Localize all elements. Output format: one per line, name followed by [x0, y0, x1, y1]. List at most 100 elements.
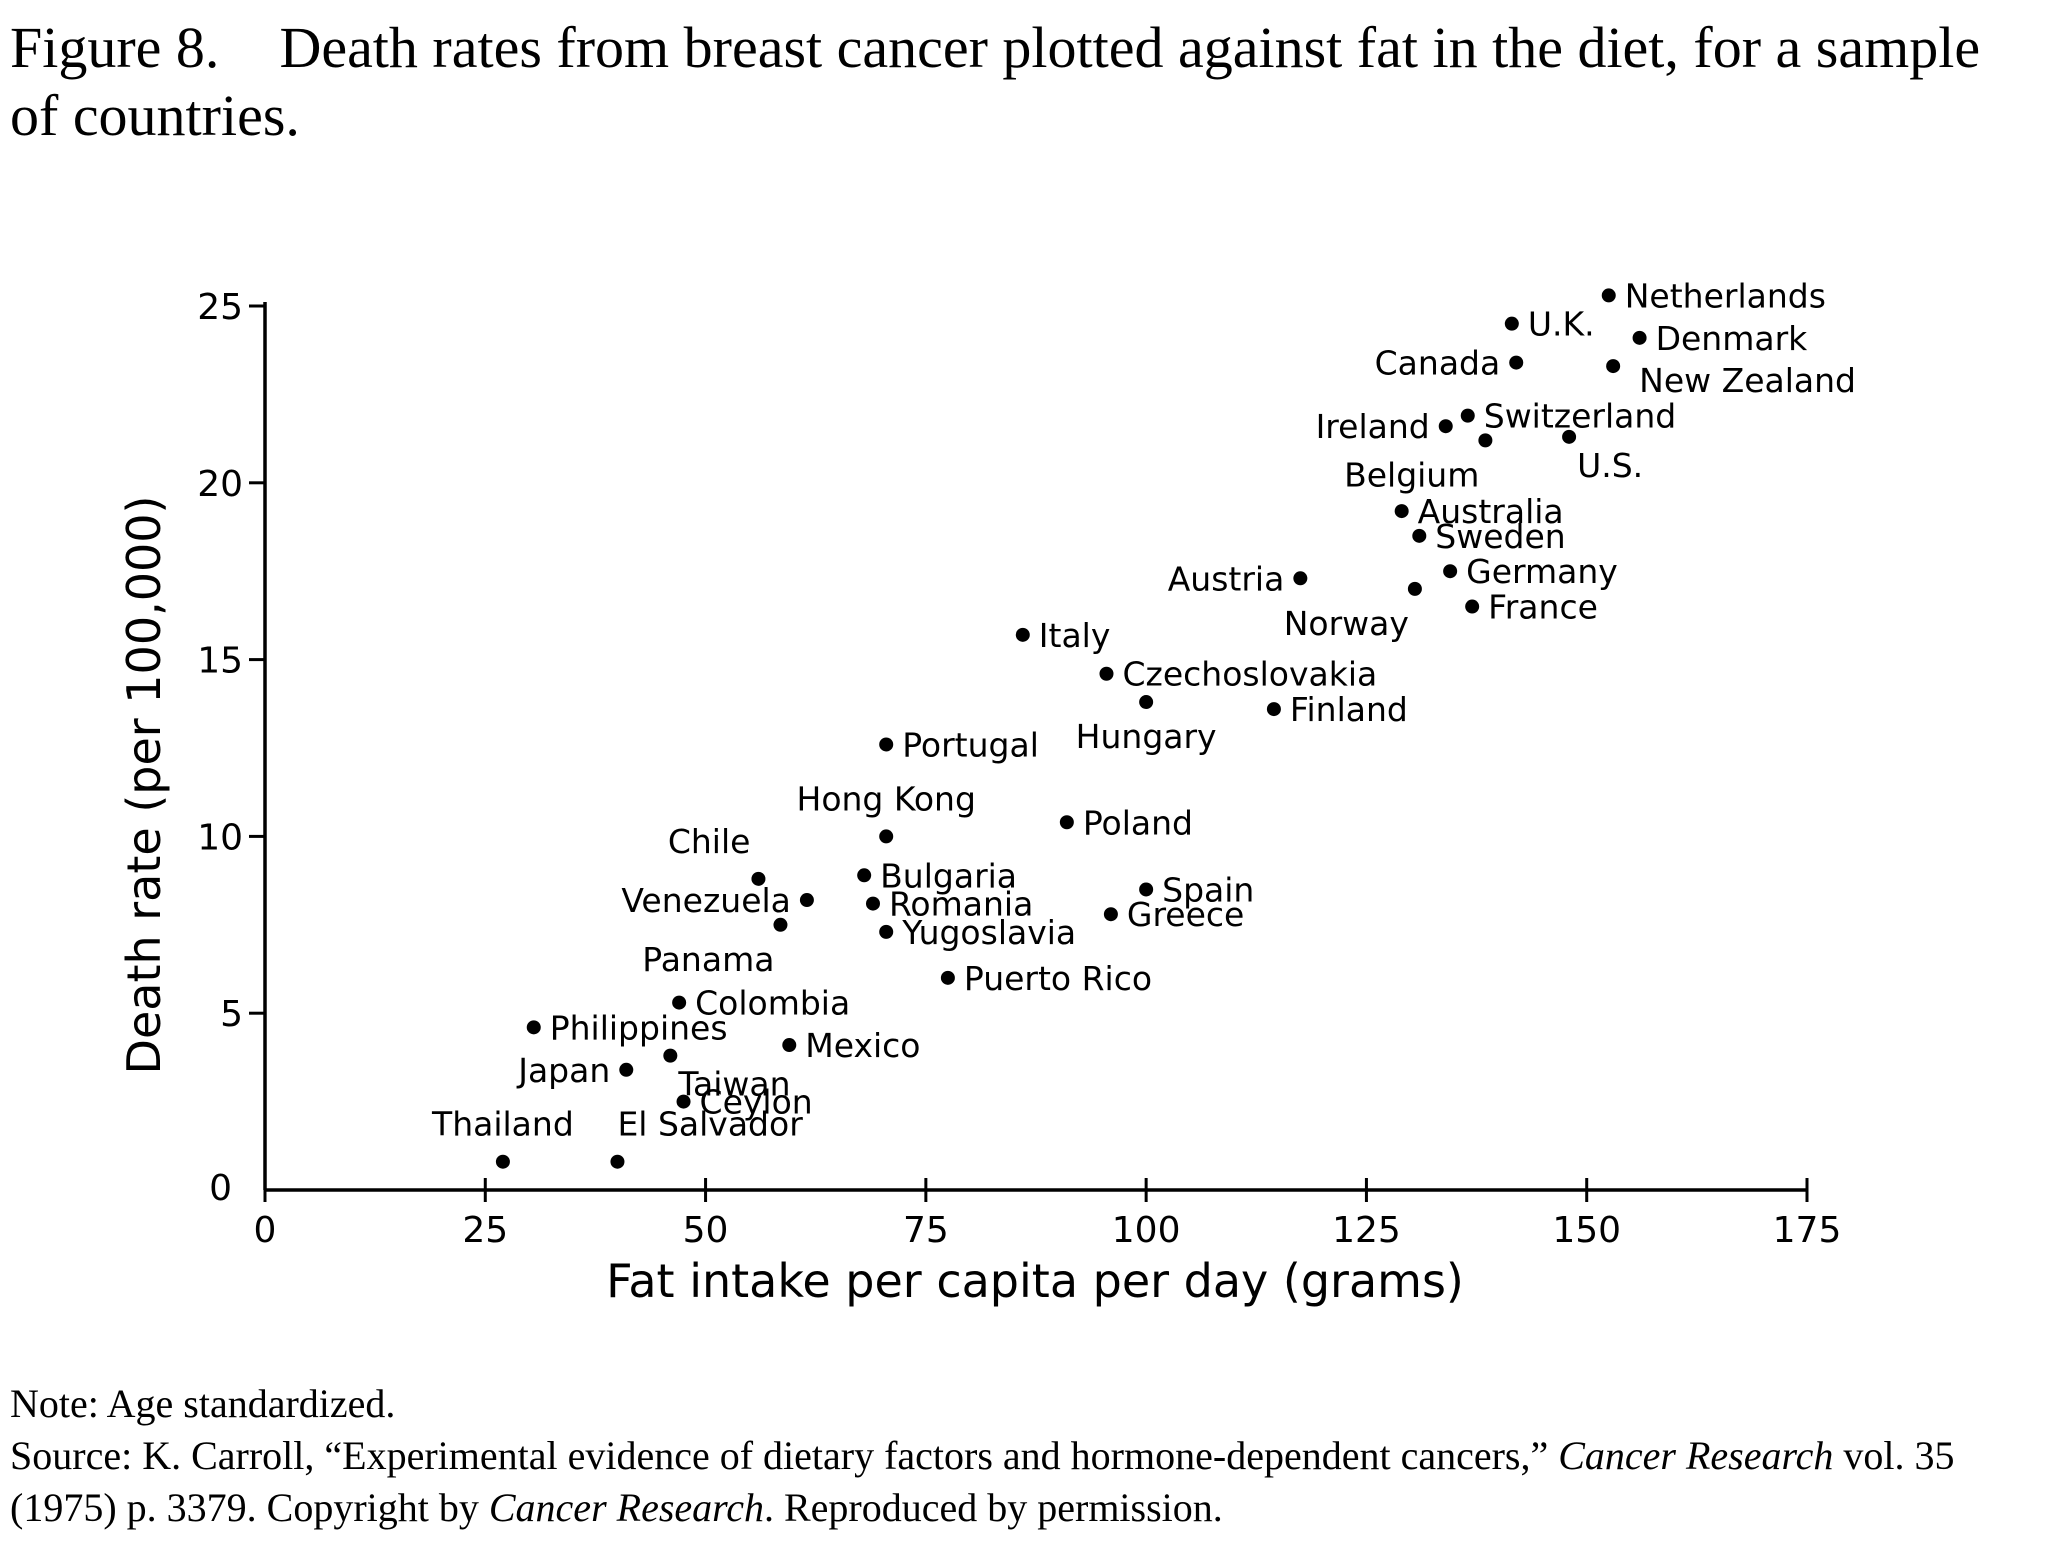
point-label: Portugal — [902, 725, 1039, 764]
data-point — [1562, 429, 1577, 444]
chart-axes — [263, 302, 1807, 1192]
x-tick-label: 175 — [1773, 1210, 1842, 1251]
point-label: Venezuela — [621, 881, 790, 920]
data-point — [1412, 528, 1427, 543]
note-text: Note: Age standardized. — [10, 1381, 396, 1426]
point-label: Philippines — [550, 1008, 728, 1047]
y-tick-label: 0 — [209, 1168, 232, 1209]
source-journal: Cancer Research — [1558, 1433, 1834, 1478]
point-label: Yugoslavia — [901, 913, 1076, 952]
data-point — [1099, 666, 1114, 681]
x-tick-label: 100 — [1112, 1210, 1181, 1251]
data-point — [663, 1048, 678, 1063]
data-point — [782, 1038, 797, 1053]
data-point — [940, 970, 955, 985]
point-label: Panama — [642, 940, 774, 979]
data-point — [879, 737, 894, 752]
source-mid: vol. 35 (1975) p. 3379. Copyright by — [10, 1433, 1955, 1530]
point-label: New Zealand — [1639, 361, 1856, 400]
x-tick-label: 125 — [1332, 1210, 1401, 1251]
point-label: Finland — [1290, 690, 1408, 729]
point-label: Switzerland — [1484, 397, 1677, 436]
data-point — [526, 1020, 541, 1035]
point-label: Bulgaria — [880, 856, 1017, 895]
point-label: Taiwan — [677, 1065, 790, 1104]
data-point — [865, 896, 880, 911]
data-point — [1015, 627, 1030, 642]
point-label: Chile — [668, 822, 751, 861]
x-tick-label: 50 — [683, 1210, 729, 1251]
data-point — [672, 995, 687, 1010]
source-suffix: . Reproduced by permission. — [763, 1485, 1223, 1530]
point-label: Norway — [1284, 604, 1409, 643]
scatter-chart: 0 25 50 75 100 125 150 175 0 5 10 15 20 25 Netherland… — [117, 276, 1856, 1308]
data-point — [799, 893, 814, 908]
point-label: Belgium — [1344, 455, 1479, 494]
point-label: Austria — [1168, 559, 1285, 598]
data-point — [1606, 359, 1621, 374]
data-point — [1443, 564, 1458, 579]
point-label: Romania — [889, 885, 1033, 924]
data-point — [619, 1062, 634, 1077]
figure-number: Figure 8. — [10, 15, 220, 80]
y-tick-label: 20 — [197, 464, 243, 505]
point-label: Denmark — [1656, 319, 1809, 358]
point-label: Colombia — [695, 984, 850, 1023]
data-point — [676, 1094, 691, 1109]
data-point — [1394, 504, 1409, 519]
data-point — [1059, 815, 1074, 830]
point-label: Mexico — [805, 1026, 920, 1065]
figure-caption-text: Death rates from breast cancer plotted a… — [10, 15, 1981, 148]
point-label: Japan — [516, 1051, 610, 1090]
data-point — [879, 924, 894, 939]
point-label: Hungary — [1076, 717, 1217, 756]
figure-caption: Figure 8. Death rates from breast cancer … — [10, 14, 2040, 150]
x-tick-label: 75 — [903, 1210, 949, 1251]
data-point — [1460, 408, 1475, 423]
source-prefix: Source: K. Carroll, “Experimental eviden… — [10, 1433, 1559, 1478]
point-label: France — [1488, 588, 1598, 627]
point-label: Germany — [1466, 552, 1618, 591]
x-axis-label: Fat intake per capita per day (grams) — [606, 1254, 1464, 1308]
data-point — [1509, 355, 1524, 370]
point-label: Italy — [1039, 616, 1111, 655]
data-point — [1504, 316, 1519, 331]
point-label: Australia — [1418, 492, 1564, 531]
x-tick-label: 25 — [462, 1210, 508, 1251]
data-point — [1632, 330, 1647, 345]
data-point — [495, 1154, 510, 1169]
data-point — [773, 917, 788, 932]
source-journal-2: Cancer Research — [488, 1485, 764, 1530]
point-label: Thailand — [431, 1105, 574, 1144]
point-label: Spain — [1162, 870, 1254, 909]
data-point — [1478, 433, 1493, 448]
y-tick-label: 25 — [197, 287, 243, 328]
point-label: U.S. — [1577, 446, 1643, 485]
data-point — [1266, 702, 1281, 717]
data-point — [1407, 581, 1422, 596]
point-label: Sweden — [1435, 517, 1565, 556]
point-label: Ceylon — [700, 1083, 813, 1122]
data-point — [610, 1154, 625, 1169]
data-point — [1293, 571, 1308, 586]
data-point — [1103, 907, 1118, 922]
data-point — [1465, 599, 1480, 614]
y-tick-label: 5 — [220, 994, 243, 1035]
x-tick-label: 0 — [254, 1210, 277, 1251]
point-label: Hong Kong — [797, 779, 976, 818]
x-tick-label: 150 — [1552, 1210, 1621, 1251]
data-point — [857, 868, 872, 883]
data-point — [1601, 288, 1616, 303]
point-label: Czechoslovakia — [1122, 655, 1377, 694]
data-point — [1139, 695, 1154, 710]
point-label: Netherlands — [1625, 276, 1826, 315]
point-label: Ireland — [1316, 407, 1430, 446]
y-tick-label: 15 — [197, 641, 243, 682]
source-text: Source: K. Carroll, “Experimental eviden… — [10, 1430, 2045, 1534]
data-point — [751, 871, 766, 886]
chart-points: Netherlands U.K. Denmark Canada New Zealand I… — [431, 276, 1856, 1169]
point-label: El Salvador — [617, 1105, 803, 1144]
data-point — [1438, 419, 1453, 434]
chart-ticks: 0 25 50 75 100 125 150 175 0 5 10 15 20 25 — [197, 287, 1841, 1251]
point-label: Puerto Rico — [964, 959, 1152, 998]
